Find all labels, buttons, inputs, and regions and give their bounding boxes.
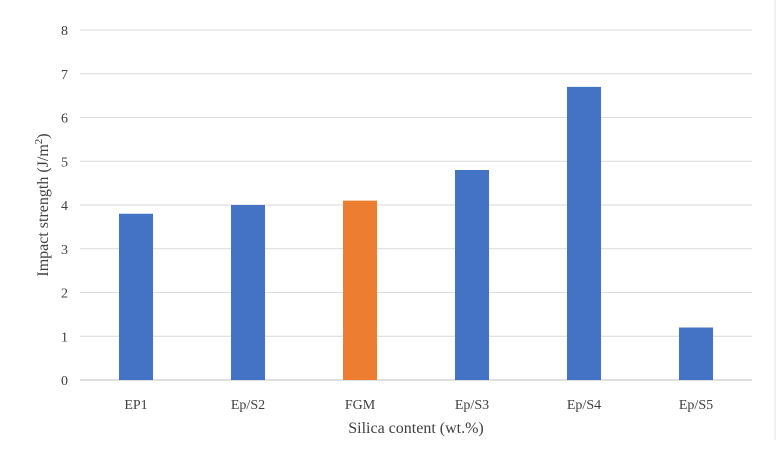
y-axis-tick-labels: 0 1 2 3 4 5 6 7 8	[61, 24, 68, 389]
y-tick-label: 0	[61, 374, 68, 389]
bar-ep1	[119, 213, 153, 380]
x-tick-label: EP1	[124, 398, 147, 413]
y-tick-label: 1	[61, 330, 68, 345]
x-tick-label: Ep/S2	[231, 398, 265, 413]
bar-ep-s4	[567, 86, 601, 380]
y-tick-label: 5	[61, 155, 68, 170]
gridlines	[80, 29, 752, 337]
y-tick-label: 2	[61, 287, 68, 302]
y-axis-title-main: Impact strength (J/m	[35, 144, 52, 277]
y-axis-title-superscript: 2	[33, 139, 45, 145]
y-tick-label: 6	[61, 112, 68, 127]
x-tick-label: Ep/S4	[567, 398, 601, 413]
x-tick-label: Ep/S3	[455, 398, 489, 413]
y-tick-label: 8	[61, 24, 68, 39]
x-tick-label: FGM	[345, 398, 376, 413]
y-tick-label: 3	[61, 243, 68, 258]
y-tick-label: 4	[61, 199, 68, 214]
bar-ep-s3	[455, 170, 489, 380]
x-axis-title: Silica content (wt.%)	[348, 420, 484, 437]
bar-ep-s5	[679, 327, 713, 380]
x-tick-label: Ep/S5	[679, 398, 713, 413]
y-tick-label: 7	[61, 68, 68, 83]
y-axis-title: Impact strength (J/m2)	[33, 133, 52, 276]
x-axis-tick-labels: EP1 Ep/S2 FGM Ep/S3 Ep/S4 Ep/S5	[124, 398, 713, 413]
bar-fgm	[343, 200, 377, 380]
bars	[119, 86, 713, 380]
y-axis-title-close: )	[35, 133, 52, 138]
bar-ep-s2	[231, 205, 265, 380]
